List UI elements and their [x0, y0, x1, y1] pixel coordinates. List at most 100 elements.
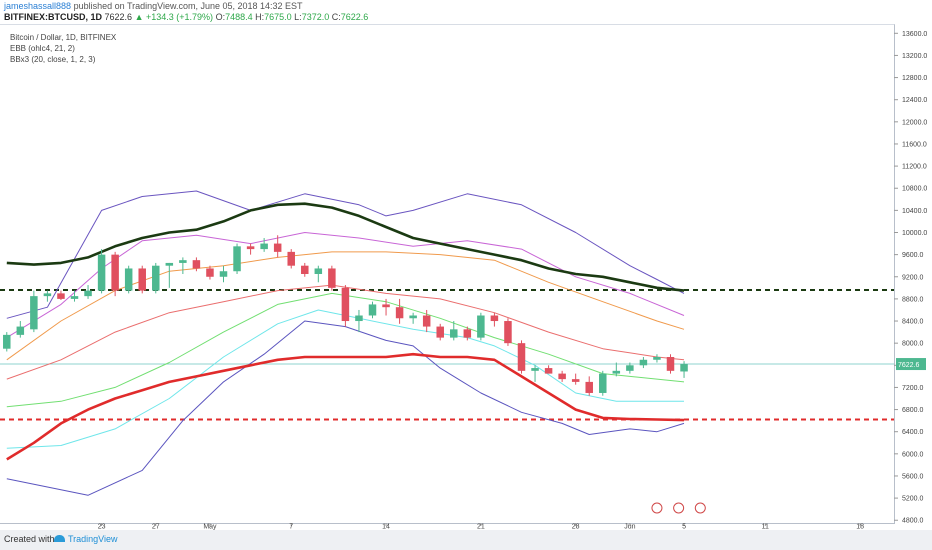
candle-body[interactable]	[477, 315, 485, 338]
high-label: H:	[255, 12, 265, 22]
candle-body[interactable]	[124, 268, 133, 291]
candle-body[interactable]	[599, 373, 607, 393]
candle-body[interactable]	[612, 370, 621, 374]
candle-body[interactable]	[314, 268, 323, 274]
candle-body[interactable]	[490, 315, 499, 322]
y-tick-label: 5600.0	[902, 473, 924, 480]
candle-body[interactable]	[544, 368, 553, 374]
candle-body[interactable]	[111, 254, 119, 291]
y-tick-label: 7200.0	[902, 385, 924, 392]
y-tick-label: 8000.0	[902, 341, 924, 348]
candle-body[interactable]	[517, 343, 526, 371]
candle-body[interactable]	[328, 268, 336, 288]
x-tick-label: 28	[572, 524, 580, 531]
y-tick-label: 8800.0	[902, 296, 924, 303]
candle-body[interactable]	[3, 334, 11, 349]
candle-body[interactable]	[558, 373, 566, 380]
y-tick-label: 6400.0	[902, 429, 924, 436]
chart-legend: Bitcoin / Dollar, 1D, BITFINEX EBB (ohlc…	[10, 32, 116, 65]
candle-body[interactable]	[463, 329, 472, 338]
candle-body[interactable]	[355, 315, 363, 322]
y-tick-label: 13600.0	[902, 31, 927, 38]
x-tick-label: 27	[152, 524, 160, 531]
x-tick-label: 5	[682, 524, 686, 531]
candle-body[interactable]	[233, 246, 241, 272]
ticker-line: BITFINEX:BTCUSD, 1D 7622.6 ▲ +134.3 (+1.…	[4, 12, 368, 22]
candle-body[interactable]	[138, 268, 146, 291]
high-value: 7675.0	[264, 12, 292, 22]
publish-info: published on TradingView.com, June 05, 2…	[73, 1, 303, 11]
y-tick-label: 9600.0	[902, 252, 924, 259]
x-tick-label: 14	[382, 524, 390, 531]
candle-body[interactable]	[409, 315, 417, 319]
candle-body[interactable]	[97, 254, 106, 291]
y-tick-label: 4800.0	[902, 518, 924, 525]
candle-body[interactable]	[680, 364, 688, 372]
y-tick-label: 8400.0	[902, 319, 924, 326]
candle-body[interactable]	[436, 326, 444, 338]
candle-body[interactable]	[165, 262, 174, 266]
candle-body[interactable]	[260, 243, 268, 250]
open-value: 7488.4	[225, 12, 253, 22]
last-price-badge	[896, 358, 926, 371]
candle-body[interactable]	[341, 287, 350, 322]
candle-body[interactable]	[382, 304, 390, 308]
candle-body[interactable]	[219, 271, 228, 277]
series-line-cyan	[6, 309, 684, 449]
candle-body[interactable]	[626, 365, 634, 371]
series-line-thick_red	[6, 352, 685, 461]
candle-body[interactable]	[666, 357, 675, 371]
candle-body[interactable]	[395, 307, 404, 319]
candle-body[interactable]	[43, 293, 52, 297]
candle-body[interactable]	[585, 381, 593, 393]
candle-body[interactable]	[368, 304, 377, 316]
chart-header: jameshassall888 published on TradingView…	[0, 0, 932, 24]
created-with-label: Created with	[4, 534, 55, 544]
publish-line: jameshassall888 published on TradingView…	[4, 1, 303, 11]
author-link[interactable]: jameshassall888	[4, 1, 72, 11]
candle-body[interactable]	[301, 265, 309, 274]
candle-body[interactable]	[246, 246, 255, 250]
y-tick-label: 12800.0	[902, 75, 927, 82]
y-tick-label: 6000.0	[902, 451, 924, 458]
low-value: 7372.0	[301, 12, 330, 22]
event-flag-icon[interactable]	[673, 502, 685, 514]
candle-body[interactable]	[192, 260, 201, 269]
candle-body[interactable]	[16, 326, 25, 335]
tradingview-logo[interactable]: TradingView	[54, 534, 118, 544]
candle-body[interactable]	[531, 368, 539, 371]
candle-body[interactable]	[57, 293, 65, 299]
candle-body[interactable]	[152, 265, 160, 291]
candle-body[interactable]	[84, 290, 92, 297]
candle-body[interactable]	[287, 251, 295, 266]
event-flag-icon[interactable]	[694, 502, 706, 514]
candle-body[interactable]	[639, 359, 648, 366]
event-flag-icon[interactable]	[651, 502, 663, 514]
x-tick-label: 23	[98, 524, 106, 531]
legend-indicator-ebb[interactable]: EBB (ohlc4, 21, 2)	[10, 44, 75, 53]
y-tick-label: 11200.0	[902, 164, 927, 171]
candle-body[interactable]	[571, 379, 580, 382]
cloud-icon	[54, 535, 65, 542]
x-tick-label: 21	[477, 524, 485, 531]
y-tick-label: 12000.0	[902, 119, 927, 126]
candle-body[interactable]	[653, 357, 661, 360]
legend-indicator-bbx3[interactable]: BBx3 (20, close, 1, 2, 3)	[10, 55, 96, 64]
candle-body[interactable]	[273, 243, 282, 252]
symbol-label: BITFINEX:BTCUSD, 1D	[4, 12, 103, 22]
candle-body[interactable]	[504, 321, 512, 344]
candle-body[interactable]	[450, 329, 458, 338]
candle-body[interactable]	[70, 296, 79, 299]
series-line-lightgreen	[6, 292, 685, 408]
last-price: 7622.6	[104, 12, 133, 22]
candle-body[interactable]	[30, 296, 38, 330]
series-line-salmon	[6, 284, 685, 380]
x-tick-label: 11	[762, 524, 769, 531]
y-tick-label: 9200.0	[902, 274, 924, 281]
candle-body[interactable]	[179, 260, 187, 263]
legend-title: Bitcoin / Dollar, 1D, BITFINEX	[10, 33, 117, 42]
x-tick-label: 18	[856, 524, 864, 531]
candle-body[interactable]	[206, 268, 214, 277]
candle-body[interactable]	[422, 315, 431, 327]
